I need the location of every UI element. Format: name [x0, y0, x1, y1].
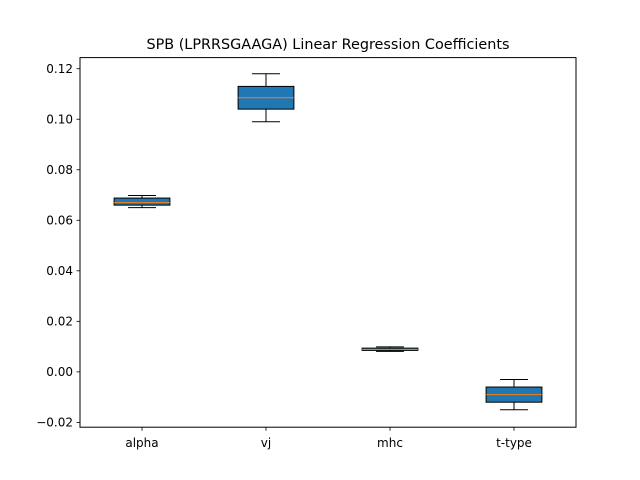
- y-tick-label: 0.12: [46, 62, 73, 76]
- box-group-mhc: [361, 346, 419, 352]
- box-group-t-type: [485, 378, 543, 411]
- box-group-vj: [237, 73, 295, 123]
- y-tick-label: −0.02: [36, 416, 73, 430]
- x-tick-label: t-type: [496, 436, 532, 450]
- x-axis: alpha vj mhc t-type: [125, 427, 532, 450]
- y-tick-label: 0.06: [46, 214, 73, 228]
- y-axis: −0.02 0.00 0.02 0.04 0.06 0.08 0.10 0.12: [36, 62, 80, 430]
- box: [113, 197, 171, 206]
- plot-area: [113, 73, 543, 411]
- x-tick-label: alpha: [125, 436, 158, 450]
- x-tick-label: mhc: [377, 436, 403, 450]
- y-tick-label: 0.02: [46, 315, 73, 329]
- axes-frame: [79, 57, 577, 428]
- y-tick-label: 0.04: [46, 264, 73, 278]
- chart-title: SPB (LPRRSGAAGA) Linear Regression Coeff…: [146, 37, 509, 53]
- box-group-alpha: [113, 195, 171, 209]
- x-tick-label: vj: [261, 436, 271, 450]
- y-tick-label: 0.10: [46, 113, 73, 127]
- y-tick-label: 0.08: [46, 163, 73, 177]
- y-tick-label: 0.00: [46, 365, 73, 379]
